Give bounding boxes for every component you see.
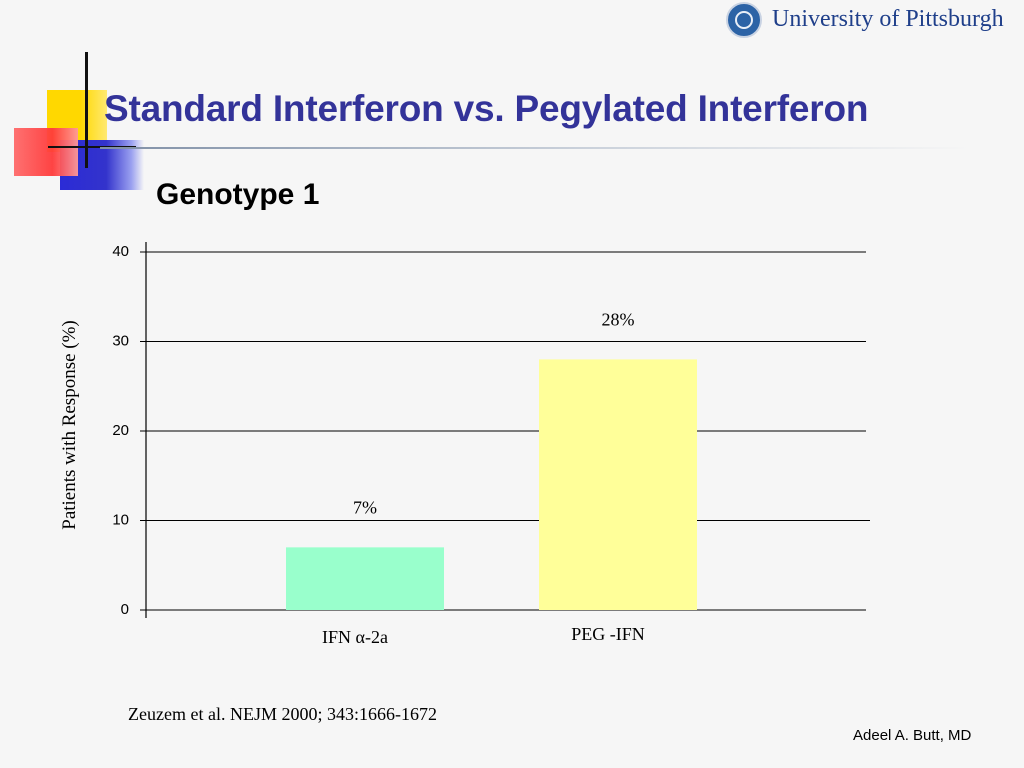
author-credit: Adeel A. Butt, MD bbox=[853, 727, 972, 744]
data-label-1: 7% bbox=[353, 497, 377, 517]
y-tick-label: 0 bbox=[121, 601, 129, 618]
decorative-horizontal-line bbox=[48, 146, 136, 148]
title-underline bbox=[100, 147, 970, 149]
decorative-vertical-line bbox=[85, 52, 88, 168]
bar-1 bbox=[286, 547, 444, 610]
chart-subtitle: Genotype 1 bbox=[156, 178, 320, 211]
y-tick-label: 10 bbox=[112, 512, 129, 529]
university-seal-icon bbox=[726, 2, 762, 38]
category-label-1: IFN α-2a bbox=[322, 627, 388, 647]
y-tick-label: 40 bbox=[112, 243, 129, 260]
decorative-red-square bbox=[14, 128, 78, 176]
category-label-2: PEG -IFN bbox=[571, 624, 645, 644]
data-label-2: 28% bbox=[602, 309, 635, 329]
logo-text: University of Pittsburgh bbox=[772, 6, 1004, 32]
bar-2 bbox=[539, 359, 697, 610]
y-tick-label: 30 bbox=[112, 333, 129, 350]
citation: Zeuzem et al. NEJM 2000; 343:1666-1672 bbox=[128, 704, 437, 724]
slide-title: Standard Interferon vs. Pegylated Interf… bbox=[104, 88, 869, 129]
y-axis-title: Patients with Response (%) bbox=[59, 320, 80, 530]
university-logo: University of Pittsburgh bbox=[722, 0, 1020, 42]
y-tick-label: 20 bbox=[112, 422, 129, 439]
